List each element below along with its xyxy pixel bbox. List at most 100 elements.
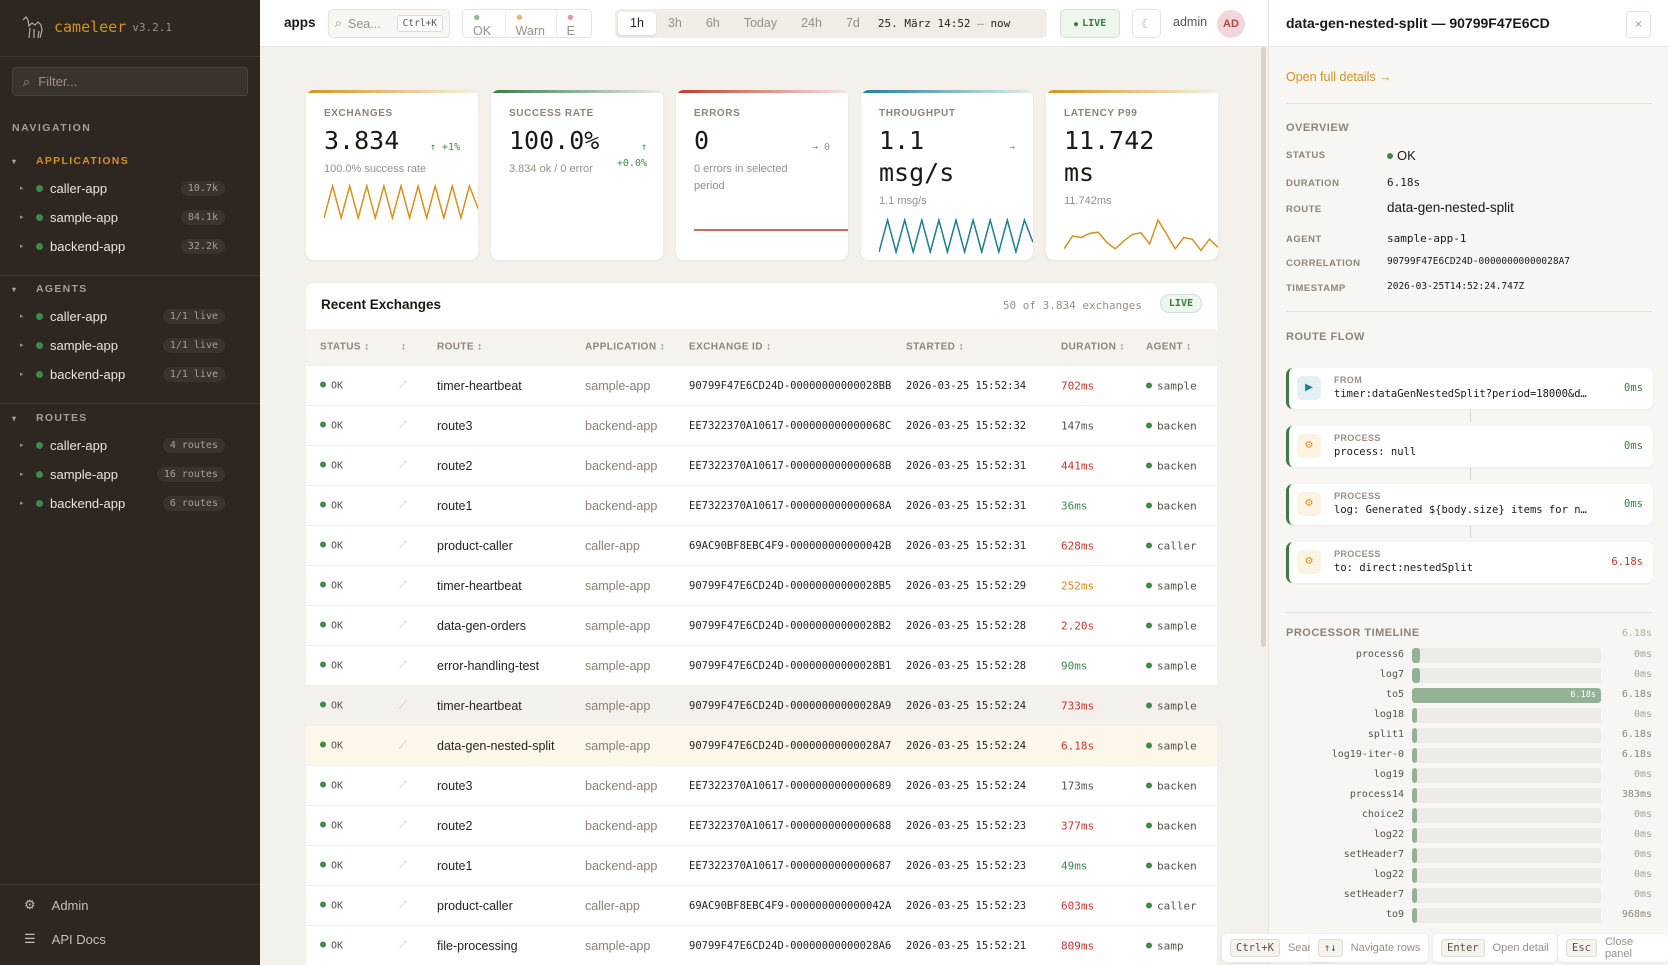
chevron-right-icon[interactable]: ▸: [20, 500, 24, 507]
route-cell[interactable]: route3: [437, 778, 473, 793]
section-routes[interactable]: ▾ ROUTES: [12, 412, 88, 424]
logo[interactable]: cameleer v3.2.1: [20, 14, 172, 40]
col-application[interactable]: APPLICATION ↕: [585, 341, 666, 353]
chevron-right-icon[interactable]: ▸: [20, 214, 24, 221]
col-attachment[interactable]: ↕: [401, 341, 407, 353]
sidebar-item-sample-app[interactable]: ▸ sample-app 84.1k: [20, 205, 225, 229]
kpi-card-errors[interactable]: ERRORS 0 → 0 0 errors in selected period: [676, 90, 848, 260]
attachment-icon[interactable]: ⟋: [399, 739, 407, 751]
range-24h[interactable]: 24h: [801, 16, 822, 30]
sidebar-item-caller-app[interactable]: ▸ caller-app 1/1 live: [20, 304, 225, 328]
chevron-right-icon[interactable]: ▸: [20, 313, 24, 320]
filter-ok[interactable]: ● OK: [463, 10, 506, 37]
timeline-row[interactable]: log22 0ms: [1269, 866, 1668, 886]
route-cell[interactable]: error-handling-test: [437, 658, 540, 673]
timeline-row[interactable]: log22 0ms: [1269, 826, 1668, 846]
chevron-right-icon[interactable]: ▸: [20, 342, 24, 349]
sidebar-item-backend-app[interactable]: ▸ backend-app 32.2k: [20, 234, 225, 258]
col-started[interactable]: STARTED ↕: [906, 341, 964, 353]
route-cell[interactable]: route1: [437, 498, 473, 513]
sidebar-item-sample-app[interactable]: ▸ sample-app 16 routes: [20, 462, 225, 486]
sidebar-filter-input[interactable]: ⌕ Filter...: [12, 67, 248, 96]
route-cell[interactable]: product-caller: [437, 898, 513, 913]
col-exchange-id[interactable]: EXCHANGE ID ↕: [689, 341, 772, 353]
kpi-card-throughput[interactable]: THROUGHPUT 1.1 msg/s → 1.1 msg/s: [861, 90, 1033, 260]
attachment-icon[interactable]: ⟋: [399, 499, 407, 511]
table-row[interactable]: OK ⟋ route1 backend-app EE7322370A10617-0000…: [306, 485, 1217, 525]
timeline-row[interactable]: log7 0ms: [1269, 666, 1668, 686]
search-input[interactable]: ⌕ Sea... Ctrl+K: [328, 9, 450, 38]
timeline-row[interactable]: log18 0ms: [1269, 706, 1668, 726]
range-today[interactable]: Today: [743, 16, 778, 30]
section-applications[interactable]: ▾ APPLICATIONS: [12, 155, 129, 167]
attachment-icon[interactable]: ⟋: [399, 899, 407, 911]
attachment-icon[interactable]: ⟋: [399, 859, 407, 871]
col-agent[interactable]: AGENT ↕: [1146, 341, 1192, 353]
route-cell[interactable]: timer-heartbeat: [437, 378, 522, 393]
live-toggle[interactable]: ● LIVE: [1060, 9, 1120, 38]
timeline-row[interactable]: setHeader7 0ms: [1269, 846, 1668, 866]
attachment-icon[interactable]: ⟋: [399, 939, 407, 951]
attachment-icon[interactable]: ⟋: [399, 419, 407, 431]
attachment-icon[interactable]: ⟋: [399, 659, 407, 671]
avatar[interactable]: AD: [1217, 10, 1245, 38]
table-row[interactable]: OK ⟋ data-gen-orders sample-app 90799F47E6CD…: [306, 605, 1217, 645]
sidebar-item-backend-app[interactable]: ▸ backend-app 6 routes: [20, 491, 225, 515]
table-row[interactable]: OK ⟋ route3 backend-app EE7322370A10617-0000…: [306, 765, 1217, 805]
range-3h[interactable]: 3h: [667, 16, 682, 30]
route-cell[interactable]: route2: [437, 458, 473, 473]
route-flow-step[interactable]: ▶ FROM timer:dataGenNestedSplit?period=180…: [1286, 368, 1653, 409]
col-duration[interactable]: DURATION ↕: [1061, 341, 1125, 353]
route-cell[interactable]: timer-heartbeat: [437, 698, 522, 713]
table-row[interactable]: OK ⟋ timer-heartbeat sample-app 90799F47E6CD…: [306, 565, 1217, 605]
timeline-row[interactable]: log19 0ms: [1269, 766, 1668, 786]
attachment-icon[interactable]: ⟋: [399, 699, 407, 711]
timeline-row[interactable]: log19-iter-0 6.18s: [1269, 746, 1668, 766]
route-cell[interactable]: route1: [437, 858, 473, 873]
range-1h[interactable]: 1h: [618, 12, 656, 35]
chevron-right-icon[interactable]: ▸: [20, 371, 24, 378]
table-row[interactable]: OK ⟋ file-processing sample-app 90799F47E6CD…: [306, 925, 1217, 965]
table-row[interactable]: OK ⟋ error-handling-test sample-app 90799F47…: [306, 645, 1217, 685]
sidebar-item-caller-app[interactable]: ▸ caller-app 4 routes: [20, 433, 225, 457]
route-cell[interactable]: timer-heartbeat: [437, 578, 522, 593]
kpi-card-latency-p99[interactable]: LATENCY P99 11.742 ms 11.742ms: [1046, 90, 1218, 260]
sidebar-item-sample-app[interactable]: ▸ sample-app 1/1 live: [20, 333, 225, 357]
kpi-card-success-rate[interactable]: SUCCESS RATE 100.0% ↑ +0.0% 3.834 ok / 0 er…: [491, 90, 663, 260]
range-custom[interactable]: 25. März 14:52 — now: [877, 17, 1011, 30]
attachment-icon[interactable]: ⟋: [399, 819, 407, 831]
route-cell[interactable]: data-gen-nested-split: [437, 738, 555, 753]
attachment-icon[interactable]: ⟋: [399, 379, 407, 391]
table-row[interactable]: OK ⟋ product-caller caller-app 69AC90BF8EBC4…: [306, 525, 1217, 565]
table-row[interactable]: OK ⟋ route1 backend-app EE7322370A10617-0000…: [306, 845, 1217, 885]
user-name[interactable]: admin: [1173, 15, 1208, 29]
timeline-row[interactable]: process14 383ms: [1269, 786, 1668, 806]
timeline-row[interactable]: choice2 0ms: [1269, 806, 1668, 826]
range-7d[interactable]: 7d: [845, 16, 860, 30]
theme-toggle-moon-icon[interactable]: ☾: [1132, 9, 1161, 38]
main-scrollbar[interactable]: [1261, 47, 1266, 647]
route-cell[interactable]: data-gen-orders: [437, 618, 526, 633]
attachment-icon[interactable]: ⟋: [399, 579, 407, 591]
col-route[interactable]: ROUTE ↕: [437, 341, 483, 353]
attachment-icon[interactable]: ⟋: [399, 539, 407, 551]
timeline-row[interactable]: to9 968ms: [1269, 906, 1668, 926]
chevron-right-icon[interactable]: ▸: [20, 243, 24, 250]
attachment-icon[interactable]: ⟋: [399, 779, 407, 791]
chevron-right-icon[interactable]: ▸: [20, 185, 24, 192]
attachment-icon[interactable]: ⟋: [399, 619, 407, 631]
kpi-card-exchanges[interactable]: EXCHANGES 3.834 ↑ +1% 100.0% success rate: [306, 90, 478, 260]
timeline-row[interactable]: to5 6.18s 6.18s: [1269, 686, 1668, 706]
route-cell[interactable]: route3: [437, 418, 473, 433]
range-6h[interactable]: 6h: [705, 16, 720, 30]
open-full-details-link[interactable]: Open full details →: [1286, 70, 1392, 84]
table-row[interactable]: OK ⟋ data-gen-nested-split sample-app 90799F…: [306, 725, 1217, 765]
timeline-row[interactable]: process6 0ms: [1269, 646, 1668, 666]
route-flow-step[interactable]: ⚙ PROCESS to: direct:nestedSplit 6.18s: [1286, 542, 1653, 583]
chevron-right-icon[interactable]: ▸: [20, 471, 24, 478]
filter-warn[interactable]: ● Warn: [506, 10, 557, 37]
sidebar-item-backend-app[interactable]: ▸ backend-app 1/1 live: [20, 362, 225, 386]
sidebar-item-admin[interactable]: ⚙ Admin: [24, 897, 89, 913]
section-agents[interactable]: ▾ AGENTS: [12, 283, 88, 295]
attachment-icon[interactable]: ⟋: [399, 459, 407, 471]
